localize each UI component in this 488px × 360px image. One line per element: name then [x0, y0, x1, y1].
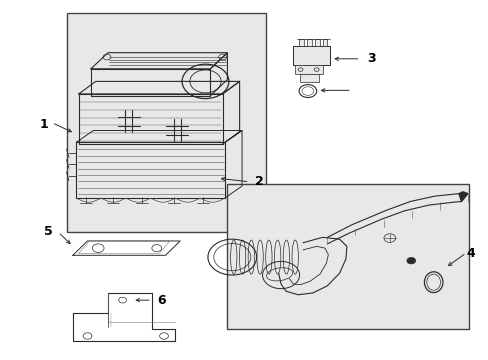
Bar	[294, 65, 323, 74]
Text: 5: 5	[44, 225, 53, 238]
Text: 3: 3	[366, 51, 375, 64]
Text: 2: 2	[254, 175, 263, 188]
Bar	[322, 39, 327, 45]
Text: 6: 6	[157, 294, 165, 307]
Text: 1: 1	[39, 118, 48, 131]
Bar	[299, 39, 304, 45]
Circle shape	[406, 257, 415, 264]
Polygon shape	[458, 192, 467, 202]
Bar	[227, 184, 468, 329]
Bar	[306, 39, 311, 45]
Bar	[66, 13, 266, 232]
Bar	[299, 74, 319, 82]
Bar	[293, 45, 329, 65]
Text: 4: 4	[466, 247, 475, 260]
Bar	[314, 39, 319, 45]
